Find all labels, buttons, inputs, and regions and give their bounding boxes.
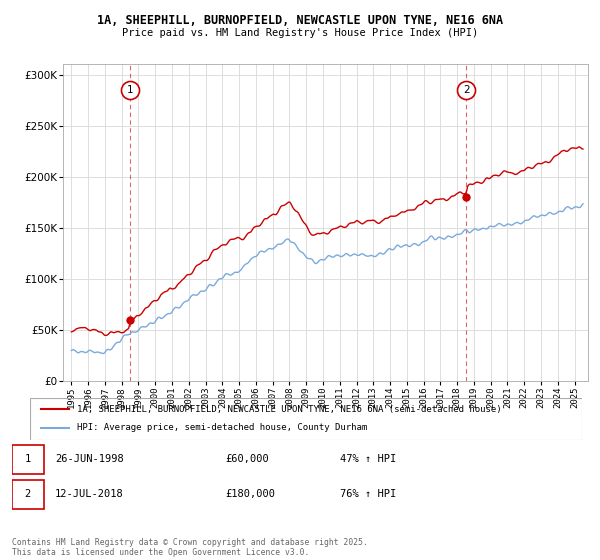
Text: 1: 1 (25, 454, 31, 464)
Text: 76% ↑ HPI: 76% ↑ HPI (340, 489, 397, 499)
Text: 1A, SHEEPHILL, BURNOPFIELD, NEWCASTLE UPON TYNE, NE16 6NA (semi-detached house): 1A, SHEEPHILL, BURNOPFIELD, NEWCASTLE UP… (77, 405, 502, 414)
Text: Contains HM Land Registry data © Crown copyright and database right 2025.
This d: Contains HM Land Registry data © Crown c… (12, 538, 368, 557)
Text: 2: 2 (463, 85, 470, 95)
Text: £60,000: £60,000 (225, 454, 269, 464)
Text: 2: 2 (25, 489, 31, 499)
Text: 12-JUL-2018: 12-JUL-2018 (55, 489, 124, 499)
Text: Price paid vs. HM Land Registry's House Price Index (HPI): Price paid vs. HM Land Registry's House … (122, 28, 478, 38)
Text: 26-JUN-1998: 26-JUN-1998 (55, 454, 124, 464)
Text: 47% ↑ HPI: 47% ↑ HPI (340, 454, 397, 464)
Text: 1A, SHEEPHILL, BURNOPFIELD, NEWCASTLE UPON TYNE, NE16 6NA: 1A, SHEEPHILL, BURNOPFIELD, NEWCASTLE UP… (97, 14, 503, 27)
Text: HPI: Average price, semi-detached house, County Durham: HPI: Average price, semi-detached house,… (77, 423, 367, 432)
Text: 1: 1 (127, 85, 133, 95)
Bar (12, 479, 44, 509)
Text: £180,000: £180,000 (225, 489, 275, 499)
Bar (12, 445, 44, 474)
